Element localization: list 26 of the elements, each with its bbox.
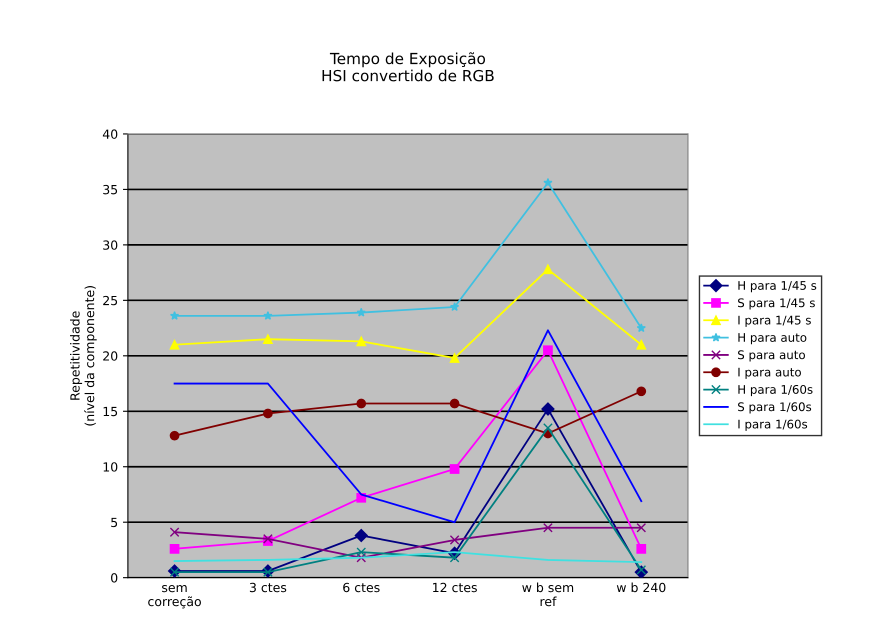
legend-label: H para 1/45 s <box>738 281 816 292</box>
y-tick-label: 0 <box>111 573 118 583</box>
legend-label: I para 1/45 s <box>738 316 811 327</box>
legend-label: I para 1/60s <box>738 420 808 431</box>
y-tick-label: 15 <box>104 406 118 416</box>
y-tick-label: 35 <box>103 184 118 194</box>
legend-label: I para auto <box>738 368 801 379</box>
x-tick-label: 3 ctes <box>250 582 286 592</box>
x-tick-label: w b sem ref <box>522 582 574 606</box>
x-tick-label: 6 ctes <box>343 582 380 592</box>
y-axis-title: Repetitividade (nível da componente) <box>70 286 97 426</box>
legend-label: H para auto <box>738 333 806 344</box>
legend-label: S para 1/60s <box>738 402 812 414</box>
chart-title: Tempo de Exposição HSI convertido de RGB <box>322 52 494 82</box>
legend-label: S para auto <box>738 350 805 362</box>
y-tick-label: 40 <box>102 129 118 139</box>
x-tick-label: 12 ctes <box>433 582 477 592</box>
legend-label: H para 1/60s <box>738 384 813 396</box>
y-tick-label: 5 <box>111 518 118 528</box>
y-tick-label: 30 <box>103 240 118 250</box>
y-tick-label: 10 <box>104 462 118 472</box>
x-tick-label: sem correção <box>148 585 201 608</box>
y-tick-label: 25 <box>103 296 118 306</box>
y-tick-label: 20 <box>103 351 118 361</box>
legend-label: S para 1/45 s <box>738 298 815 310</box>
x-tick-label: w b 240 <box>616 582 666 592</box>
